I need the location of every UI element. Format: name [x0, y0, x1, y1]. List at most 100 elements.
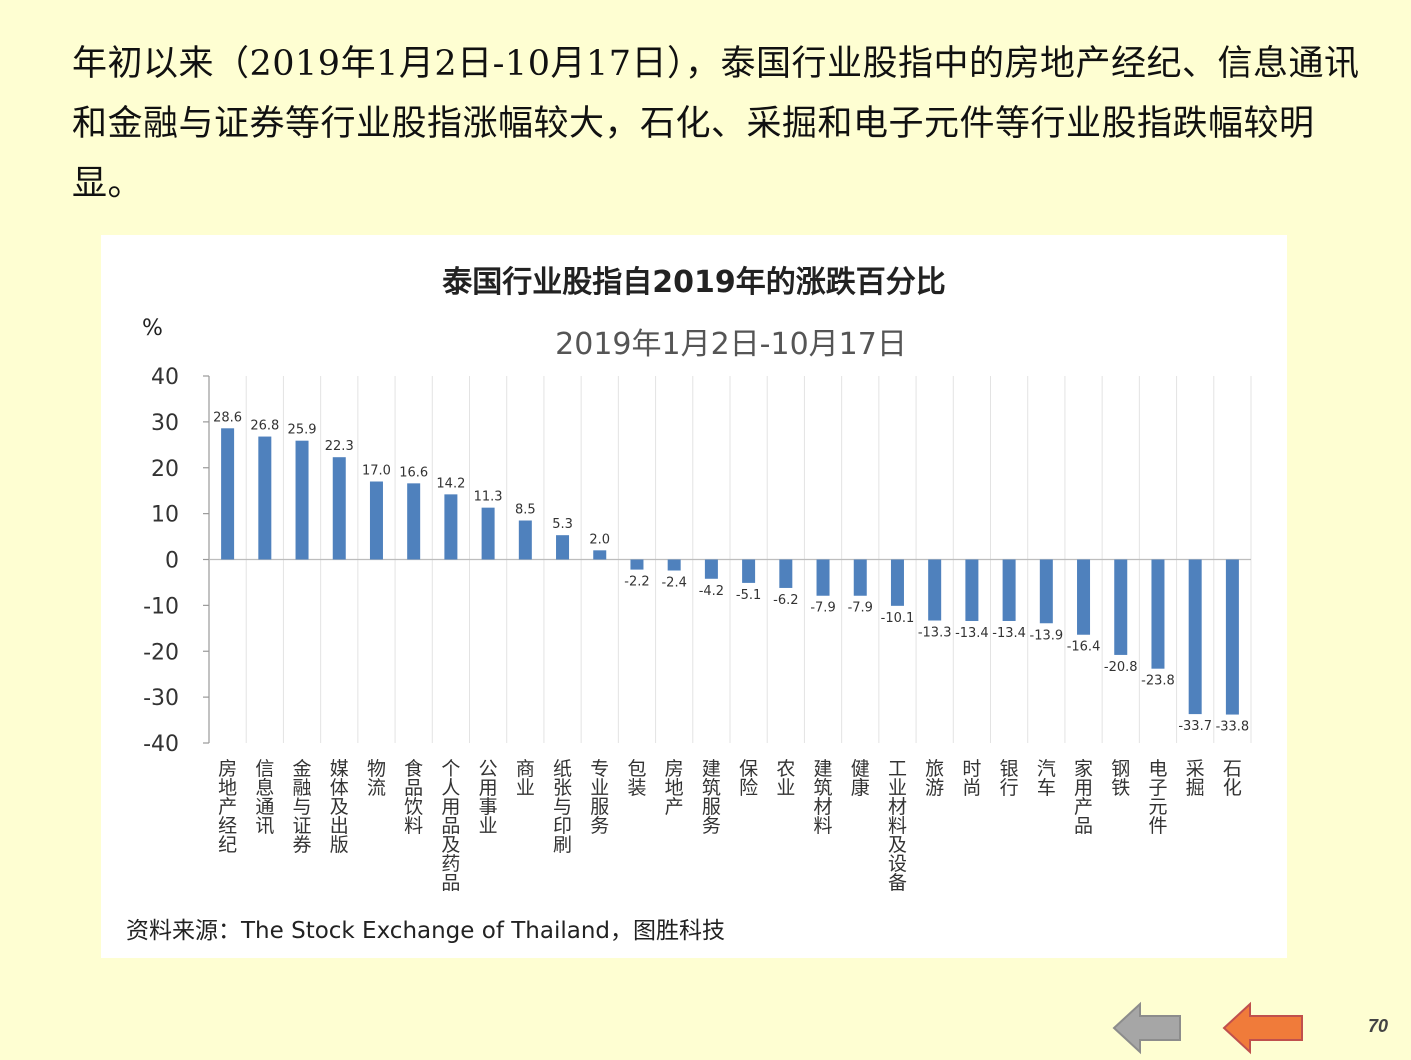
bar: [928, 559, 942, 621]
data-label: -20.8: [1104, 660, 1138, 675]
category-label: 农业: [776, 758, 795, 799]
left-arrow-icon: [1222, 1001, 1303, 1055]
category-label: 信息通讯: [255, 758, 274, 837]
bar: [965, 559, 979, 621]
left-arrow-icon: [1112, 1001, 1181, 1055]
intro-paragraph: 年初以来（2019年1月2日-10月17日），泰国行业股指中的房地产经纪、信息通…: [72, 44, 1360, 204]
category-label: 银行: [1000, 758, 1019, 799]
data-label: 2.0: [589, 532, 610, 547]
category-label: 时尚: [962, 758, 981, 799]
data-label: 28.6: [213, 410, 242, 425]
bar-chart: 40 30 20 10 0 -10 -20 -30 -40 28.6 26.8 25.9 22.3 17…: [142, 316, 1252, 894]
data-label: -13.3: [918, 626, 952, 641]
category-label: 纸张与印刷: [553, 758, 572, 856]
forward-button[interactable]: [1220, 1000, 1310, 1056]
category-label: 石化: [1223, 758, 1242, 799]
data-label: 8.5: [515, 503, 536, 518]
data-label: 14.2: [436, 476, 465, 491]
bar: [1188, 559, 1202, 715]
data-label: -33.7: [1178, 719, 1212, 734]
category-label: 建筑材料: [814, 758, 833, 837]
category-label: 金融与证券: [293, 758, 312, 856]
category-label: 旅游: [925, 758, 944, 799]
page-number: 70: [1368, 1016, 1389, 1036]
data-label: -10.1: [881, 611, 915, 626]
category-label: 专业服务: [590, 758, 609, 837]
category-label: 房地产经纪: [218, 758, 237, 856]
category-label: 房地产: [665, 758, 684, 818]
y-tick-label: 40: [151, 365, 179, 390]
data-label: -16.4: [1067, 640, 1101, 655]
data-label: -4.2: [699, 584, 724, 599]
bar: [742, 559, 756, 583]
data-label: -2.4: [661, 576, 686, 591]
bar: [704, 559, 718, 579]
category-label: 汽车: [1037, 758, 1056, 799]
bar: [481, 507, 495, 560]
back-button[interactable]: [1110, 1000, 1200, 1056]
data-label: -33.8: [1216, 720, 1250, 735]
category-label: 建筑服务: [702, 758, 721, 837]
data-label: 26.8: [250, 419, 279, 434]
bar: [369, 481, 383, 560]
bar: [853, 559, 867, 596]
category-label: 采掘: [1186, 758, 1205, 799]
category-label: 钢铁: [1111, 758, 1130, 799]
bar: [890, 559, 904, 606]
data-label: -6.2: [773, 593, 798, 608]
y-tick-label: -40: [143, 732, 179, 757]
data-label: 25.9: [288, 423, 317, 438]
bar: [816, 559, 830, 596]
bar: [518, 520, 532, 560]
bar: [295, 440, 309, 560]
y-tick-label: -20: [143, 640, 179, 665]
category-label: 电子元件: [1148, 758, 1167, 837]
bar: [779, 559, 793, 588]
y-tick-label: -10: [143, 594, 179, 619]
data-label: 11.3: [474, 490, 503, 505]
category-label: 公用事业: [479, 758, 498, 837]
bar: [444, 494, 458, 560]
chart-subtitle: 2019年1月2日-10月17日: [555, 327, 907, 362]
data-label: -2.2: [624, 575, 649, 590]
y-axis-unit-label: %: [142, 316, 163, 341]
data-label: 16.6: [399, 465, 428, 480]
data-label: 5.3: [552, 517, 573, 532]
bar: [332, 457, 346, 560]
category-label: 家用产品: [1074, 758, 1093, 837]
bar: [1077, 559, 1091, 635]
bar: [221, 428, 235, 560]
data-label: 17.0: [362, 464, 391, 479]
category-label: 媒体及出版: [330, 758, 349, 856]
y-tick-label: 0: [165, 549, 179, 574]
category-label: 物流: [367, 758, 386, 799]
y-tick-label: 10: [151, 503, 179, 528]
category-label: 商业: [516, 758, 535, 799]
category-label: 保险: [739, 758, 758, 799]
data-label: -5.1: [736, 588, 761, 603]
bar: [258, 436, 272, 560]
data-label: -23.8: [1141, 674, 1175, 689]
category-label: 包装: [627, 758, 646, 799]
category-label: 个人用品及药品: [441, 758, 460, 894]
bar: [630, 559, 644, 570]
source-note: 资料来源：The Stock Exchange of Thailand，图胜科技: [126, 918, 725, 944]
bar: [593, 550, 607, 560]
y-tick-label: 20: [151, 457, 179, 482]
chart-title: 泰国行业股指自2019年的涨跌百分比: [442, 265, 946, 300]
y-tick-label: -30: [143, 686, 179, 711]
bar: [667, 559, 681, 571]
y-tick-label: 30: [151, 411, 179, 436]
bar: [556, 535, 570, 560]
bar: [1002, 559, 1016, 621]
category-label: 健康: [851, 758, 870, 799]
category-label: 食品饮料: [404, 758, 423, 837]
data-label: -13.9: [1030, 628, 1064, 643]
category-label: 工业材料及设备: [888, 758, 907, 894]
chart-panel: 泰国行业股指自2019年的涨跌百分比 40 30 20 10 0 -10 -20 -30 -40…: [101, 235, 1287, 958]
bar: [407, 483, 421, 560]
data-label: -7.9: [810, 601, 835, 616]
bar: [1151, 559, 1165, 669]
data-label: -13.4: [992, 626, 1026, 641]
data-label: -13.4: [955, 626, 989, 641]
